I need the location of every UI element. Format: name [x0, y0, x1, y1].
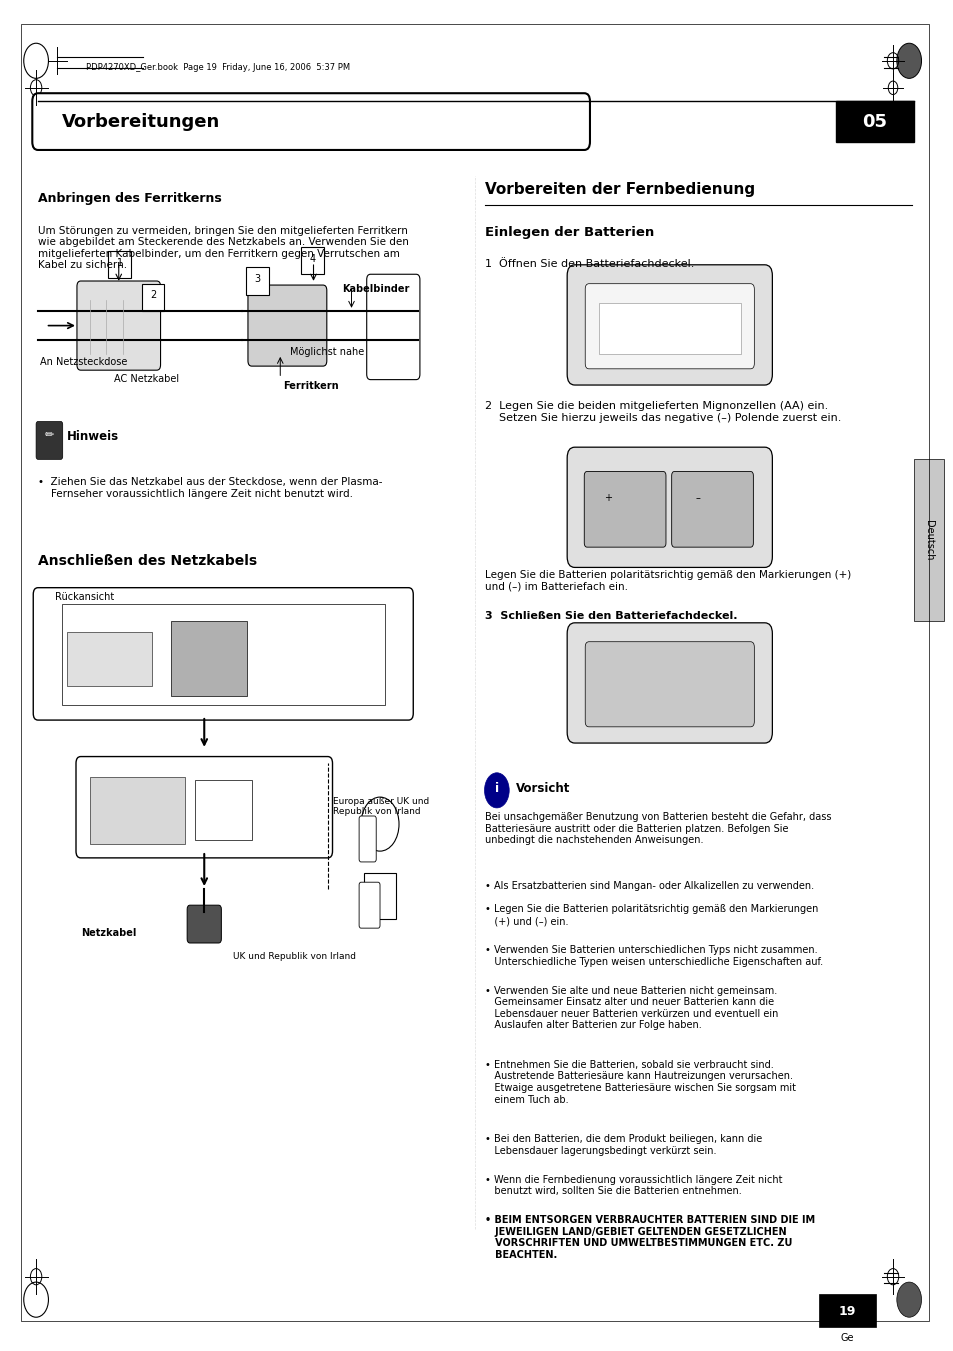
- FancyBboxPatch shape: [33, 588, 413, 720]
- Text: Anbringen des Ferritkerns: Anbringen des Ferritkerns: [38, 192, 221, 205]
- FancyBboxPatch shape: [358, 882, 379, 928]
- FancyBboxPatch shape: [584, 284, 754, 369]
- Text: –: –: [695, 493, 700, 503]
- Text: PDP4270XD_Ger.book  Page 19  Friday, June 16, 2006  5:37 PM: PDP4270XD_Ger.book Page 19 Friday, June …: [86, 63, 349, 72]
- FancyBboxPatch shape: [248, 285, 327, 366]
- Circle shape: [484, 773, 509, 808]
- Text: ✏: ✏: [45, 430, 54, 439]
- Text: UK und Republik von Irland: UK und Republik von Irland: [233, 952, 355, 962]
- Text: • Bei den Batterien, die dem Produkt beiliegen, kann die
   Lebensdauer lagerung: • Bei den Batterien, die dem Produkt bei…: [484, 1135, 760, 1155]
- Text: i: i: [495, 782, 498, 796]
- Bar: [62, 604, 384, 705]
- FancyBboxPatch shape: [567, 623, 772, 743]
- Text: 3: 3: [254, 274, 260, 284]
- Text: • Wenn die Fernbedienung voraussichtlich längere Zeit nicht
   benutzt wird, sol: • Wenn die Fernbedienung voraussichtlich…: [484, 1175, 781, 1196]
- Text: • Legen Sie die Batterien polaritätsrichtig gemäß den Markierungen
   (+) und (–: • Legen Sie die Batterien polaritätsrich…: [484, 905, 817, 925]
- Text: •  Ziehen Sie das Netzkabel aus der Steckdose, wenn der Plasma-
    Fernseher vo: • Ziehen Sie das Netzkabel aus der Steck…: [38, 477, 382, 499]
- Text: Ge: Ge: [840, 1333, 853, 1343]
- Bar: [835, 101, 913, 142]
- Text: Ferritkern: Ferritkern: [283, 381, 338, 390]
- FancyBboxPatch shape: [366, 274, 419, 380]
- Text: AC Netzkabel: AC Netzkabel: [114, 374, 179, 384]
- Text: Kabelbinder: Kabelbinder: [342, 284, 409, 293]
- FancyBboxPatch shape: [246, 267, 269, 295]
- Text: 2: 2: [150, 290, 156, 300]
- Text: 1  Öffnen Sie den Batteriefachdeckel.: 1 Öffnen Sie den Batteriefachdeckel.: [484, 259, 693, 269]
- Text: 19: 19: [838, 1305, 855, 1319]
- Text: Anschließen des Netzkabels: Anschließen des Netzkabels: [38, 554, 257, 567]
- FancyBboxPatch shape: [109, 251, 131, 278]
- FancyBboxPatch shape: [76, 757, 333, 858]
- FancyBboxPatch shape: [77, 281, 160, 370]
- Text: 05: 05: [862, 112, 886, 131]
- Text: Vorbereitungen: Vorbereitungen: [62, 112, 220, 131]
- FancyBboxPatch shape: [301, 247, 324, 274]
- Text: Hinweis: Hinweis: [67, 430, 118, 443]
- Text: 2  Legen Sie die beiden mitgelieferten Mignonzellen (AA) ein.
    Setzen Sie hie: 2 Legen Sie die beiden mitgelieferten Mi…: [484, 401, 840, 423]
- Text: An Netzsteckdose: An Netzsteckdose: [40, 357, 127, 366]
- Bar: [91, 777, 185, 844]
- Text: Um Störungen zu vermeiden, bringen Sie den mitgelieferten Ferritkern
wie abgebil: Um Störungen zu vermeiden, bringen Sie d…: [38, 226, 409, 270]
- FancyBboxPatch shape: [358, 816, 375, 862]
- Bar: [913, 459, 943, 621]
- Bar: [818, 1294, 875, 1327]
- Text: 4: 4: [309, 254, 315, 263]
- Circle shape: [896, 1282, 921, 1317]
- Text: Bei unsachgemäßer Benutzung von Batterien besteht die Gefahr, dass
Batteriesäure: Bei unsachgemäßer Benutzung von Batterie…: [484, 812, 830, 846]
- Bar: [171, 621, 247, 696]
- Text: 3  Schließen Sie den Batteriefachdeckel.: 3 Schließen Sie den Batteriefachdeckel.: [484, 611, 737, 620]
- Circle shape: [896, 43, 921, 78]
- FancyBboxPatch shape: [584, 642, 754, 727]
- Text: Einlegen der Batterien: Einlegen der Batterien: [484, 226, 653, 239]
- FancyBboxPatch shape: [583, 471, 665, 547]
- Bar: [598, 303, 740, 354]
- Text: Vorsicht: Vorsicht: [516, 782, 570, 796]
- FancyBboxPatch shape: [187, 905, 221, 943]
- FancyBboxPatch shape: [671, 471, 753, 547]
- Text: • BEIM ENTSORGEN VERBRAUCHTER BATTERIEN SIND DIE IM
   JEWEILIGEN LAND/GEBIET GE: • BEIM ENTSORGEN VERBRAUCHTER BATTERIEN …: [484, 1216, 814, 1260]
- Bar: [194, 780, 252, 840]
- Bar: [67, 632, 152, 686]
- Text: Möglichst nahe: Möglichst nahe: [290, 347, 364, 357]
- FancyBboxPatch shape: [567, 447, 772, 567]
- Text: Europa außer UK und
Republik von Irland: Europa außer UK und Republik von Irland: [333, 797, 428, 816]
- Bar: [363, 873, 395, 919]
- FancyBboxPatch shape: [36, 422, 63, 459]
- FancyBboxPatch shape: [32, 93, 589, 150]
- Text: Vorbereiten der Fernbedienung: Vorbereiten der Fernbedienung: [484, 182, 754, 197]
- Text: • Entnehmen Sie die Batterien, sobald sie verbraucht sind.
   Austretende Batter: • Entnehmen Sie die Batterien, sobald si…: [484, 1061, 795, 1105]
- FancyBboxPatch shape: [141, 284, 164, 311]
- Text: • Verwenden Sie Batterien unterschiedlichen Typs nicht zusammen.
   Unterschiedl: • Verwenden Sie Batterien unterschiedlic…: [484, 946, 821, 966]
- Text: Deutsch: Deutsch: [923, 520, 933, 561]
- Text: Rückansicht: Rückansicht: [55, 592, 114, 601]
- Text: Legen Sie die Batterien polaritätsrichtig gemäß den Markierungen (+)
und (–) im : Legen Sie die Batterien polaritätsrichti…: [484, 570, 850, 592]
- Text: Netzkabel: Netzkabel: [81, 928, 136, 938]
- FancyBboxPatch shape: [567, 265, 772, 385]
- Text: • Als Ersatzbatterien sind Mangan- oder Alkalizellen zu verwenden.: • Als Ersatzbatterien sind Mangan- oder …: [484, 881, 813, 890]
- Text: +: +: [603, 493, 612, 503]
- Text: 1: 1: [116, 258, 123, 267]
- Text: • Verwenden Sie alte und neue Batterien nicht gemeinsam.
   Gemeinsamer Einsatz : • Verwenden Sie alte und neue Batterien …: [484, 986, 777, 1031]
